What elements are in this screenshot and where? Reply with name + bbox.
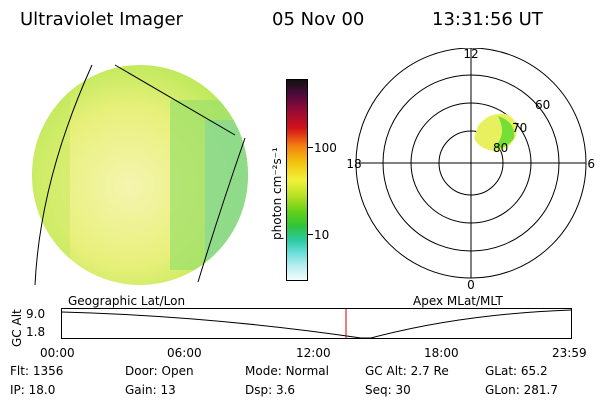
image-date: 05 Nov 00 (272, 9, 365, 30)
altitude-tick-9: 9.0 (26, 307, 46, 321)
altitude-tick-1-8: 1.8 (26, 325, 46, 339)
status-seq: Seq: 30 (365, 383, 411, 397)
mlat-label-70: 70 (512, 121, 527, 135)
altitude-plot-frame (61, 308, 572, 339)
mlat-label-80: 80 (493, 141, 508, 155)
colorbar-tick-10: 10 (314, 228, 330, 242)
status-glon: GLon: 281.7 (485, 383, 558, 397)
time-tick-0600: 06:00 (167, 346, 202, 360)
mlt-label-0: 0 (467, 278, 475, 292)
altitude-plot (61, 308, 572, 339)
mlat-label-60: 60 (535, 98, 550, 112)
apex-caption: Apex MLat/MLT (413, 294, 503, 308)
mlt-label-12: 12 (463, 48, 478, 61)
altitude-curve (61, 309, 572, 339)
status-glat: GLat: 65.2 (485, 364, 548, 378)
instrument-title: Ultraviolet Imager (20, 9, 183, 30)
colorbar-unit-label: photon cm⁻²s⁻¹ (270, 147, 284, 240)
geographic-caption: Geographic Lat/Lon (68, 294, 186, 308)
geographic-grid-lines (34, 64, 246, 286)
altitude-ylabel: GC Alt (10, 309, 24, 347)
status-flt: Flt: 1356 (10, 364, 64, 378)
colorbar (286, 79, 308, 281)
status-gc-alt: GC Alt: 2.7 Re (365, 364, 449, 378)
polar-plot: 12 0 18 6 60 70 80 (346, 48, 595, 292)
mlt-label-18: 18 (346, 157, 361, 171)
status-door: Door: Open (125, 364, 194, 378)
colorbar-tick-100: 100 (314, 141, 337, 155)
time-tick-0000: 00:00 (40, 346, 75, 360)
status-gain: Gain: 13 (125, 383, 176, 397)
image-time: 13:31:56 UT (432, 9, 543, 30)
time-tick-2359: 23:59 (552, 346, 587, 360)
mlt-label-6: 6 (587, 157, 595, 171)
status-mode: Mode: Normal (245, 364, 329, 378)
time-tick-1800: 18:00 (424, 346, 459, 360)
geographic-image (32, 64, 248, 286)
status-ip: IP: 18.0 (10, 383, 56, 397)
status-dsp: Dsp: 3.6 (245, 383, 296, 397)
time-tick-1200: 12:00 (296, 346, 331, 360)
